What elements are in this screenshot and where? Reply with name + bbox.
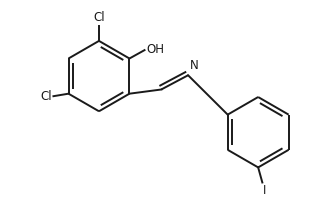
Text: I: I — [263, 184, 267, 197]
Text: OH: OH — [146, 43, 164, 56]
Text: N: N — [190, 59, 199, 72]
Text: Cl: Cl — [93, 11, 105, 24]
Text: Cl: Cl — [40, 90, 52, 103]
